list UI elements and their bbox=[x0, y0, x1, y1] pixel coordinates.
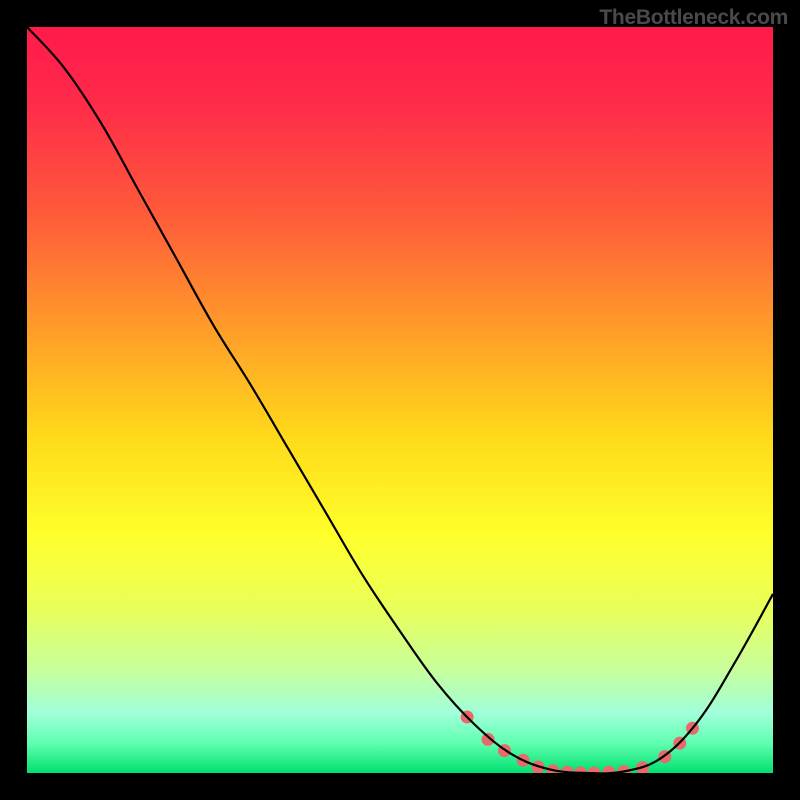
bottleneck-curve bbox=[27, 27, 773, 773]
chart-svg bbox=[27, 27, 773, 773]
chart-plot-area bbox=[27, 27, 773, 773]
watermark-text: TheBottleneck.com bbox=[599, 6, 788, 30]
marker-group bbox=[461, 711, 699, 773]
